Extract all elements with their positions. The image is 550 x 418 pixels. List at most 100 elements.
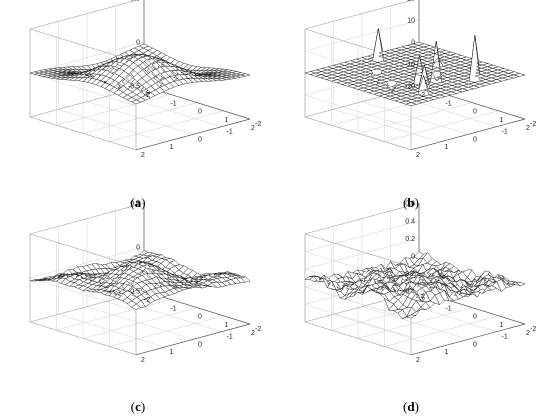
- surface-facet: [240, 276, 251, 283]
- z-tick-label: 0.5: [130, 201, 140, 208]
- z-tick-label: -10: [405, 62, 415, 69]
- x-tick-label: 1: [225, 322, 229, 329]
- surface-facet: [513, 73, 526, 77]
- x-tick-label: -2: [144, 92, 150, 99]
- y-tick-label: -2: [530, 326, 536, 333]
- y-tick-label: -2: [530, 121, 536, 128]
- x-tick-label: 0: [198, 314, 202, 321]
- axis-edge: [29, 0, 139, 30]
- x-tick-label: 1: [225, 117, 229, 124]
- z-tick-label: 0: [136, 40, 140, 47]
- z-tick-label: -0.4: [403, 289, 415, 296]
- axis-edge: [304, 202, 420, 235]
- wall-gridline: [304, 304, 412, 338]
- y-tick-label: -1: [502, 334, 508, 341]
- y-tick-label: 1: [445, 144, 449, 151]
- y-tick-label: -1: [227, 129, 233, 136]
- wall-gridline: [304, 238, 420, 270]
- axis-edge: [29, 321, 137, 356]
- wall-gridline: [29, 72, 137, 107]
- floor-gridline: [86, 101, 194, 135]
- x-tick-label: -1: [170, 305, 176, 312]
- floor-gridline: [384, 315, 499, 347]
- y-tick-label: 2: [141, 152, 145, 159]
- x-tick-label: 0: [198, 109, 202, 116]
- x-tick-label: -2: [144, 297, 150, 304]
- z-tick-label: 0: [411, 40, 415, 47]
- floor-gridline: [361, 101, 469, 135]
- floor-gridline: [333, 109, 440, 143]
- caption-c: (c): [131, 399, 145, 414]
- wall-gridline: [304, 19, 420, 52]
- surface-mesh: [29, 250, 251, 310]
- floor-gridline: [58, 109, 165, 143]
- wall-gridline: [29, 246, 145, 279]
- x-tick-label: -2: [419, 297, 425, 304]
- y-tick-label: 2: [416, 152, 420, 159]
- wall-gridline: [304, 286, 412, 320]
- z-tick-label: 0: [411, 254, 415, 261]
- floor-gridline: [86, 306, 194, 340]
- z-tick-label: 10: [407, 18, 415, 25]
- y-tick-label: -2: [255, 121, 261, 128]
- axis-edge: [304, 321, 412, 356]
- y-tick-label: 0: [198, 136, 202, 143]
- y-tick-label: 1: [170, 144, 174, 151]
- z-tick-label: 0.2: [405, 236, 415, 243]
- floor-gridline: [333, 314, 440, 348]
- z-tick-label: -0.5: [128, 289, 140, 296]
- surface-facet: [515, 281, 526, 287]
- x-tick-label: 2: [526, 330, 530, 337]
- surface-mesh: [304, 251, 526, 319]
- z-tick-label: -0.2: [403, 271, 415, 278]
- axis-edge: [135, 323, 251, 356]
- axis-edge: [29, 233, 137, 268]
- x-tick-label: 2: [251, 330, 255, 337]
- axis-edge: [29, 116, 137, 151]
- wall-gridline: [29, 41, 145, 74]
- x-tick-label: 2: [526, 125, 530, 132]
- wall-gridline: [304, 220, 420, 252]
- z-tick-label: 0.4: [405, 218, 415, 225]
- z-tick-label: 0: [136, 245, 140, 252]
- caption-d: (d): [403, 399, 419, 414]
- wall-gridline: [29, 277, 137, 312]
- x-tick-label: -1: [445, 305, 451, 312]
- z-tick-label: -0.5: [128, 84, 140, 91]
- axis-edge: [29, 202, 145, 235]
- y-tick-label: -2: [255, 326, 261, 333]
- wall-gridline: [304, 94, 412, 129]
- z-tick-label: 20: [407, 0, 415, 3]
- floor-gridline: [384, 110, 499, 142]
- x-tick-label: 1: [500, 322, 504, 329]
- x-tick-label: 2: [251, 125, 255, 132]
- x-tick-label: 0: [473, 109, 477, 116]
- surface-mesh: [304, 28, 526, 107]
- surface-facet: [240, 73, 251, 77]
- y-tick-label: -1: [227, 334, 233, 341]
- y-tick-label: 1: [170, 349, 174, 356]
- axis-edge: [304, 116, 412, 151]
- axis-edge: [135, 118, 251, 151]
- caption-a: (a): [130, 195, 145, 210]
- floor-gridline: [361, 306, 469, 340]
- floor-gridline: [109, 315, 224, 347]
- x-tick-label: -1: [170, 100, 176, 107]
- z-tick-label: -20: [405, 84, 415, 91]
- y-tick-label: 2: [141, 357, 145, 364]
- floor-gridline: [109, 110, 224, 142]
- floor-gridline: [58, 314, 165, 348]
- y-tick-label: 2: [416, 357, 420, 364]
- surface-mesh: [29, 43, 251, 105]
- y-tick-label: 0: [198, 341, 202, 348]
- axis-edge: [410, 118, 526, 151]
- y-tick-label: 0: [473, 341, 477, 348]
- x-tick-label: 0: [473, 314, 477, 321]
- x-tick-label: -2: [419, 92, 425, 99]
- z-tick-label: 0.5: [130, 0, 140, 3]
